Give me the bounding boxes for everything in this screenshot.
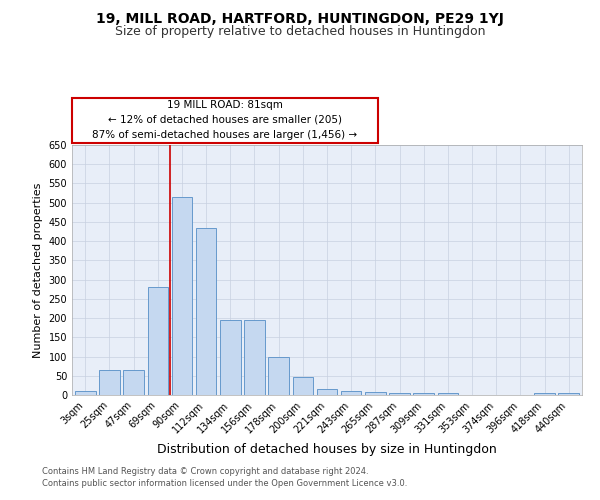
Text: 19 MILL ROAD: 81sqm
← 12% of detached houses are smaller (205)
87% of semi-detac: 19 MILL ROAD: 81sqm ← 12% of detached ho… [92, 100, 358, 140]
X-axis label: Distribution of detached houses by size in Huntingdon: Distribution of detached houses by size … [157, 443, 497, 456]
Bar [99, 370, 120, 395]
Bar [148, 288, 168, 395]
Bar [437, 393, 458, 395]
Bar [75, 391, 95, 395]
Y-axis label: Number of detached properties: Number of detached properties [33, 182, 43, 358]
Bar [317, 389, 337, 395]
Text: Contains public sector information licensed under the Open Government Licence v3: Contains public sector information licen… [42, 479, 407, 488]
Bar [389, 393, 410, 395]
Bar [413, 393, 434, 395]
Bar [293, 378, 313, 395]
Bar [196, 228, 217, 395]
Bar [341, 391, 361, 395]
Bar [534, 394, 555, 395]
Text: Size of property relative to detached houses in Huntingdon: Size of property relative to detached ho… [115, 25, 485, 38]
Bar [172, 197, 192, 395]
Bar [268, 356, 289, 395]
Text: Contains HM Land Registry data © Crown copyright and database right 2024.: Contains HM Land Registry data © Crown c… [42, 468, 368, 476]
Bar [244, 320, 265, 395]
Bar [365, 392, 386, 395]
Bar [124, 370, 144, 395]
Bar [220, 320, 241, 395]
Bar [559, 394, 579, 395]
Text: 19, MILL ROAD, HARTFORD, HUNTINGDON, PE29 1YJ: 19, MILL ROAD, HARTFORD, HUNTINGDON, PE2… [96, 12, 504, 26]
